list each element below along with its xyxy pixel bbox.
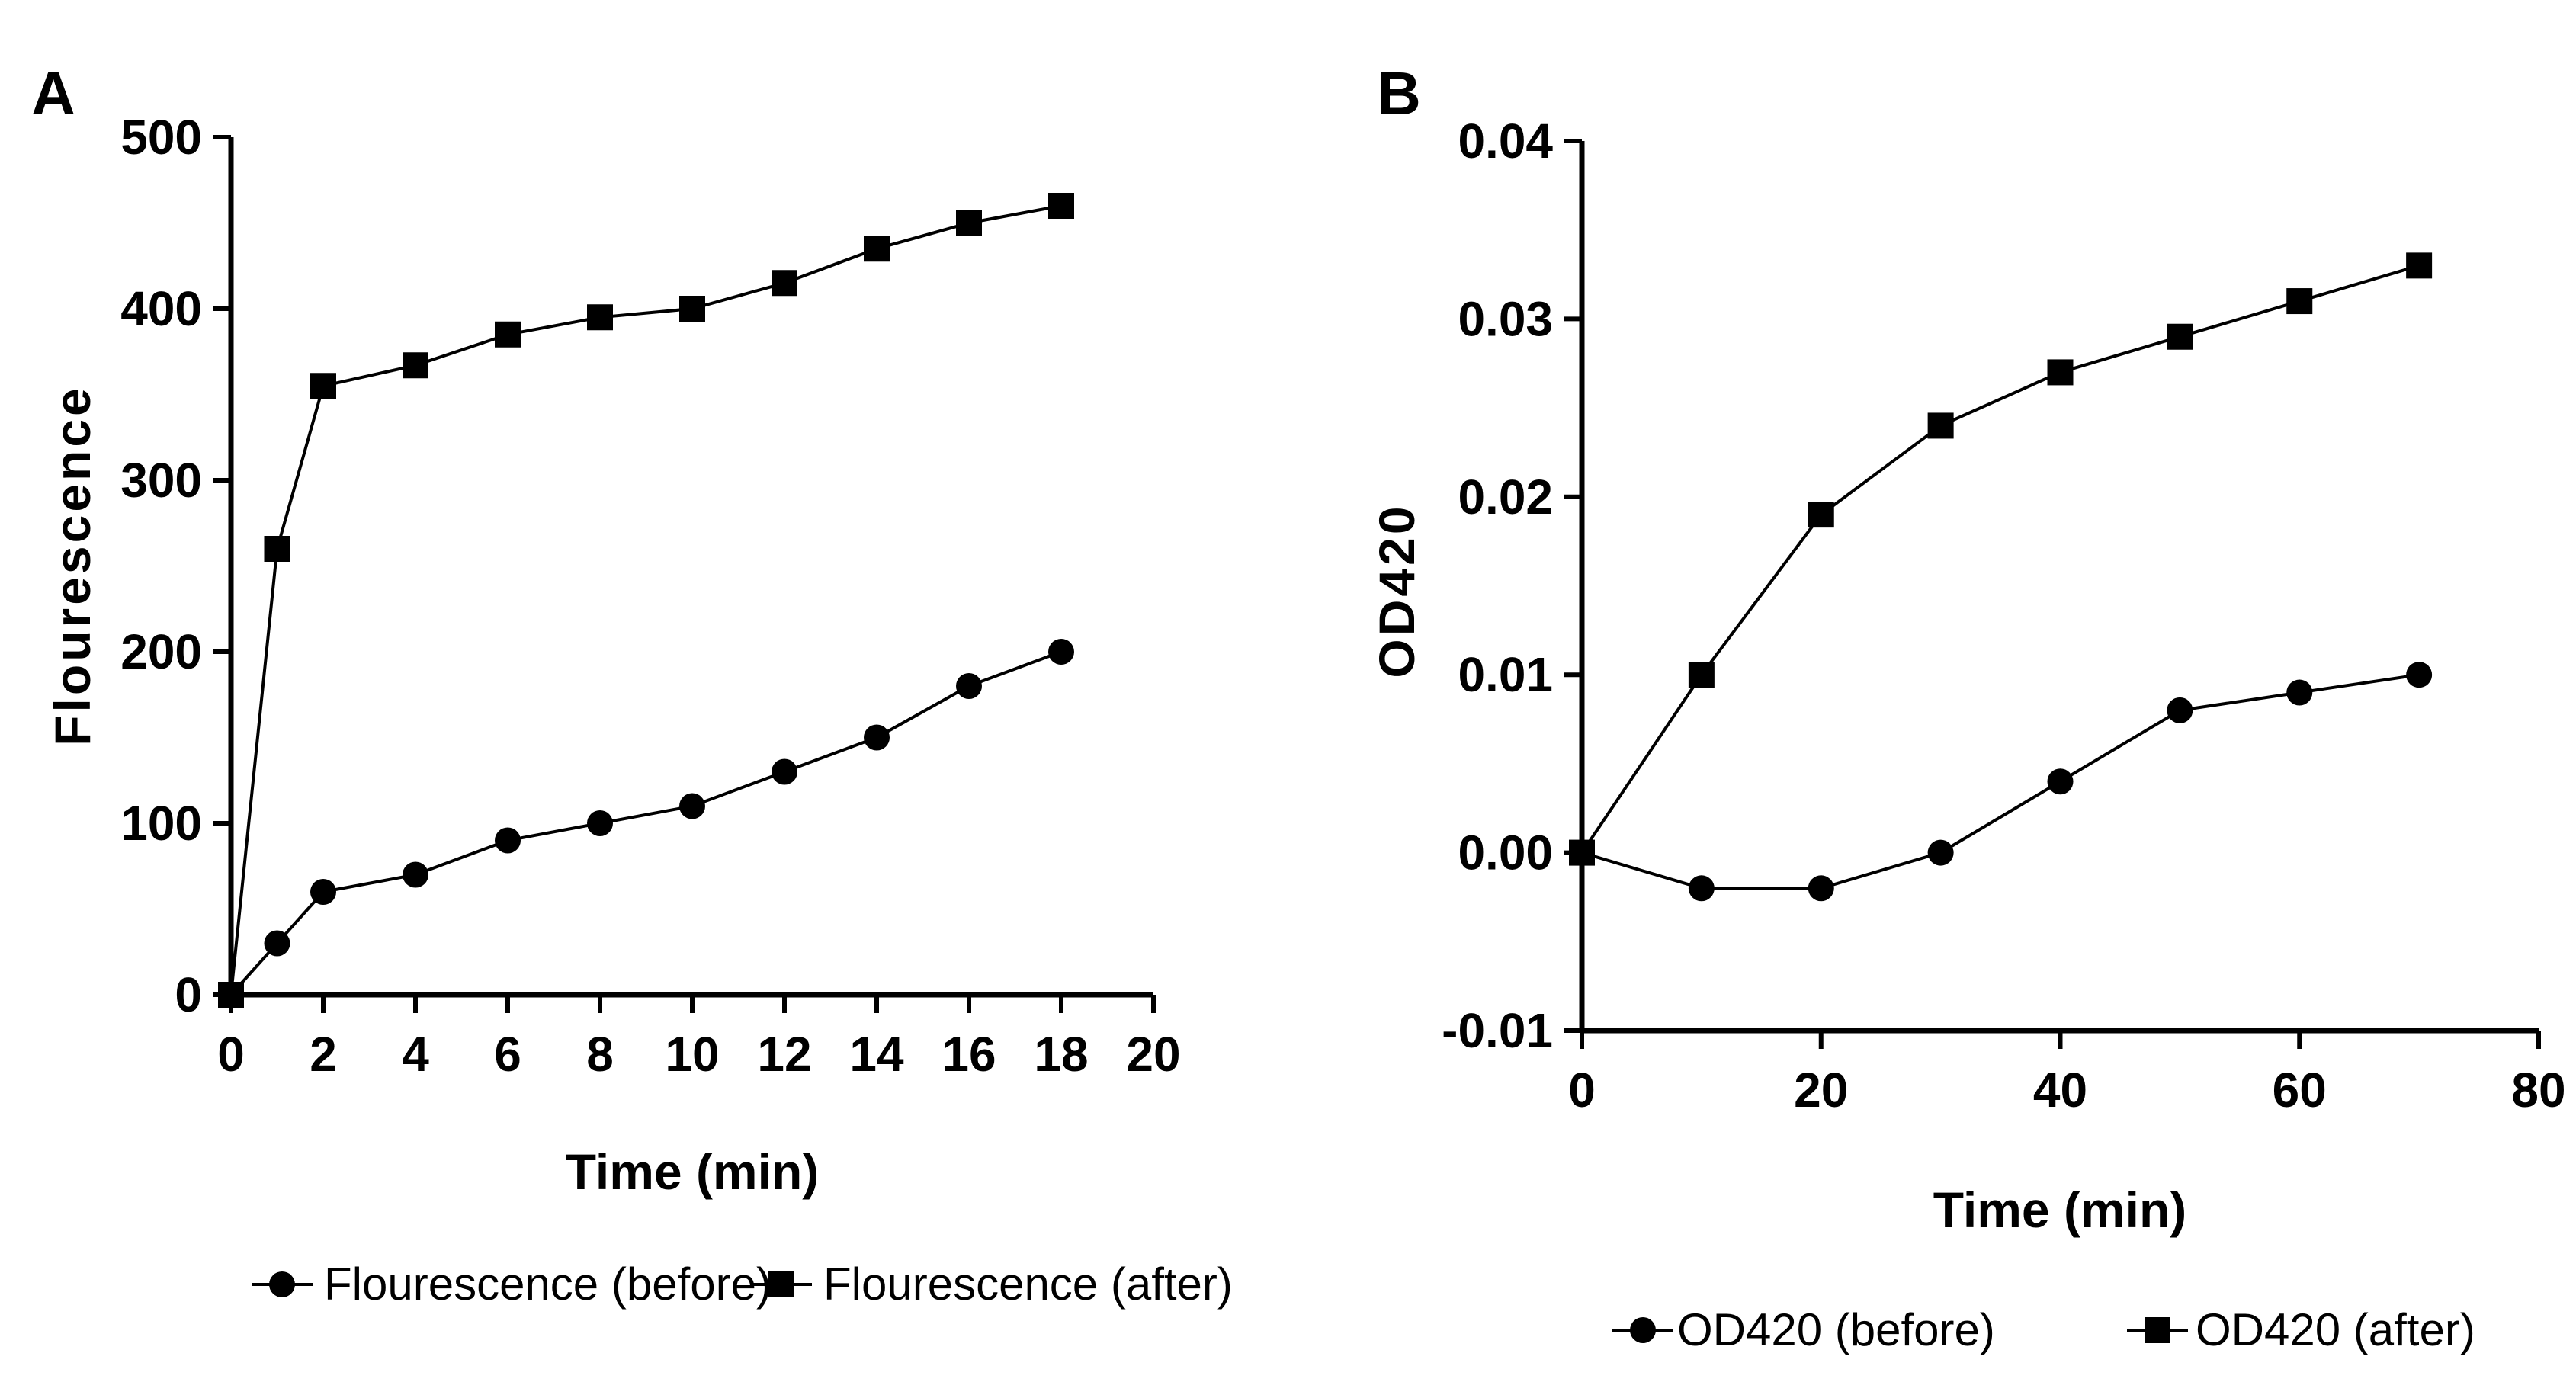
y-axis-label: OD420	[1368, 503, 1425, 678]
data-point-circle	[2406, 662, 2433, 688]
x-tick-label: 8	[586, 1027, 614, 1082]
data-point-circle	[403, 861, 428, 888]
data-point-circle	[1927, 839, 1954, 866]
legend-label: Flourescence (after)	[823, 1259, 1233, 1310]
series-line-after	[229, 204, 1062, 996]
data-point-square	[2047, 359, 2074, 386]
y-tick-label: 0.03	[1458, 291, 1553, 346]
data-point-square	[218, 982, 244, 1008]
data-point-circle	[679, 793, 705, 819]
data-point-circle	[772, 758, 797, 785]
data-point-circle	[2047, 768, 2074, 795]
data-point-circle	[1048, 639, 1074, 665]
series-line-after	[1580, 264, 2420, 854]
legend-marker-circle	[269, 1271, 295, 1297]
legend-marker-square	[768, 1271, 794, 1297]
x-tick-label: 2	[310, 1027, 337, 1082]
y-tick-label: 0	[175, 967, 202, 1022]
panel-b: B -0.01 0.00 0.01 0.02 0.03 0.04 0 20 40 60 80 Time …	[1368, 59, 2566, 1355]
y-tick-label: 300	[120, 453, 202, 508]
x-tick-label: 60	[2273, 1063, 2327, 1117]
y-tick-label: 400	[120, 281, 202, 336]
legend-label: OD420 (after)	[2196, 1304, 2475, 1355]
series-line-before	[1581, 673, 2420, 890]
panel-letter: A	[31, 59, 75, 127]
data-point-square	[310, 373, 336, 399]
data-point-square	[864, 236, 890, 262]
legend-marker-square	[2145, 1317, 2170, 1343]
y-tick-label: 500	[120, 110, 202, 165]
panel-a: A 0 100 200 300 400 500 0 2 4 6 8 10 12 14 16 18 20 Time (…	[31, 59, 1233, 1310]
data-point-square	[679, 296, 705, 322]
x-tick-label: 12	[757, 1027, 811, 1082]
data-point-square	[1048, 193, 1074, 219]
data-point-square	[2406, 252, 2433, 279]
data-point-circle	[310, 879, 336, 905]
x-tick-label: 6	[494, 1027, 521, 1082]
data-point-circle	[956, 673, 982, 699]
legend-label: OD420 (before)	[1677, 1304, 1995, 1355]
data-point-circle	[1688, 875, 1715, 902]
panel-letter: B	[1377, 59, 1421, 127]
data-point-square	[1569, 839, 1595, 866]
x-tick-label: 18	[1034, 1027, 1088, 1082]
y-tick-label: 0.01	[1458, 647, 1553, 702]
x-tick-label: 16	[942, 1027, 996, 1082]
x-tick-label: 20	[1794, 1063, 1848, 1117]
x-tick-label: 4	[402, 1027, 429, 1082]
data-point-square	[1688, 662, 1715, 688]
data-point-circle	[587, 810, 613, 836]
data-point-circle	[264, 930, 290, 957]
data-point-square	[2167, 323, 2193, 350]
data-point-circle	[2167, 697, 2193, 723]
x-tick-label: 0	[217, 1027, 245, 1082]
x-tick-label: 80	[2511, 1063, 2565, 1117]
data-point-square	[495, 321, 521, 348]
data-point-square	[2286, 288, 2313, 315]
x-tick-label: 14	[849, 1027, 904, 1082]
y-tick-label: 100	[120, 796, 202, 851]
data-point-square	[264, 536, 290, 562]
x-tick-label: 40	[2033, 1063, 2087, 1117]
data-point-square	[587, 304, 613, 331]
y-tick-label: 0.04	[1458, 114, 1553, 168]
y-tick-label: -0.01	[1442, 1003, 1553, 1058]
legend-label: Flourescence (before)	[324, 1259, 772, 1310]
y-axis-label: Flourescence	[44, 385, 101, 746]
x-tick-label: 10	[665, 1027, 719, 1082]
data-point-circle	[2286, 679, 2313, 706]
series-line-before	[229, 650, 1062, 996]
x-axis-label: Time (min)	[566, 1143, 819, 1200]
data-point-square	[1808, 502, 1834, 528]
y-tick-label: 0.00	[1458, 826, 1553, 880]
y-tick-label: 200	[120, 624, 202, 679]
data-point-circle	[1808, 875, 1834, 902]
data-point-square	[1927, 412, 1954, 439]
legend-marker-circle	[1630, 1317, 1656, 1343]
data-point-square	[403, 352, 428, 379]
x-tick-label: 0	[1568, 1063, 1596, 1117]
data-point-circle	[864, 724, 890, 751]
data-point-square	[956, 210, 982, 236]
data-point-square	[772, 270, 797, 297]
y-tick-label: 0.02	[1458, 470, 1553, 524]
x-axis-label: Time (min)	[1933, 1182, 2186, 1238]
x-tick-label: 20	[1126, 1027, 1180, 1082]
data-point-circle	[495, 827, 521, 854]
